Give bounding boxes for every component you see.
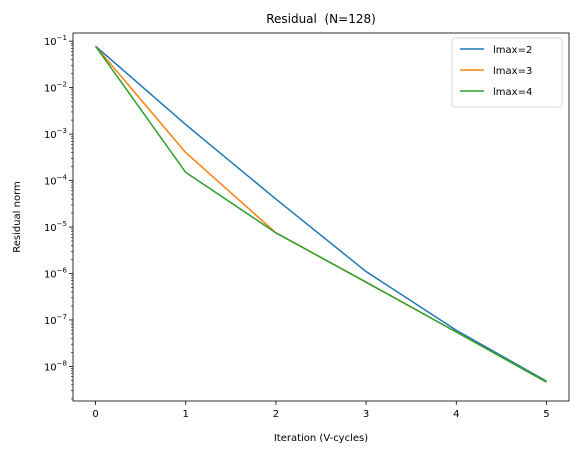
y-tick-label: 10−3 [44,127,67,141]
plot-frame [72,32,570,402]
legend-label: lmax=3 [493,66,532,77]
x-tick-label: 2 [273,409,279,420]
x-tick-label: 4 [453,409,459,420]
series-line-lmax-2 [95,45,547,382]
y-tick-label: 10−4 [44,174,68,188]
series-line-lmax-4 [94,45,547,383]
plot-area [94,45,547,383]
x-axis-label: Iteration (V-cycles) [274,433,368,444]
legend-frame [451,37,563,108]
y-tick-label: 10−5 [44,220,67,234]
y-tick-label: 10−2 [44,81,67,95]
y-tick-label: 10−7 [44,313,67,327]
y-axis-label: Residual norm [12,181,23,253]
x-tick-label: 5 [543,409,549,420]
x-tick-label: 1 [183,409,189,420]
x-tick-label: 0 [92,409,98,420]
legend-label: lmax=2 [493,45,532,56]
y-axis-ticks: 10−1 10−2 10−3 10−4 10−5 10−6 10−7 10−8 [44,34,73,400]
x-axis-ticks: 0 1 2 3 4 5 [92,401,550,420]
x-tick-label: 3 [363,409,369,420]
legend-label: lmax=4 [493,87,532,98]
legend: lmax=2 lmax=3 lmax=4 [451,37,563,108]
y-tick-label: 10−6 [44,266,68,280]
chart-title: Residual (N=128) [266,12,376,26]
y-tick-label: 10−1 [44,34,67,48]
y-tick-label: 10−8 [44,359,67,373]
